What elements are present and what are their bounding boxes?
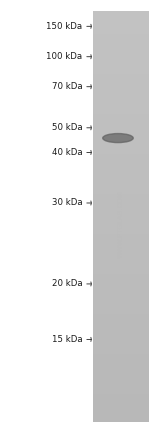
Text: 30 kDa: 30 kDa (52, 199, 83, 208)
Text: 100 kDa: 100 kDa (46, 52, 82, 61)
Text: 70 kDa: 70 kDa (52, 82, 83, 91)
Text: 20 kDa: 20 kDa (52, 279, 83, 288)
Text: 50 kDa: 50 kDa (52, 123, 83, 132)
Ellipse shape (103, 134, 133, 143)
Text: 150 kDa: 150 kDa (46, 22, 82, 31)
Text: WWW.PTGLAB.COM: WWW.PTGLAB.COM (118, 190, 124, 258)
Text: 15 kDa: 15 kDa (52, 335, 83, 344)
Text: 40 kDa: 40 kDa (52, 148, 83, 157)
